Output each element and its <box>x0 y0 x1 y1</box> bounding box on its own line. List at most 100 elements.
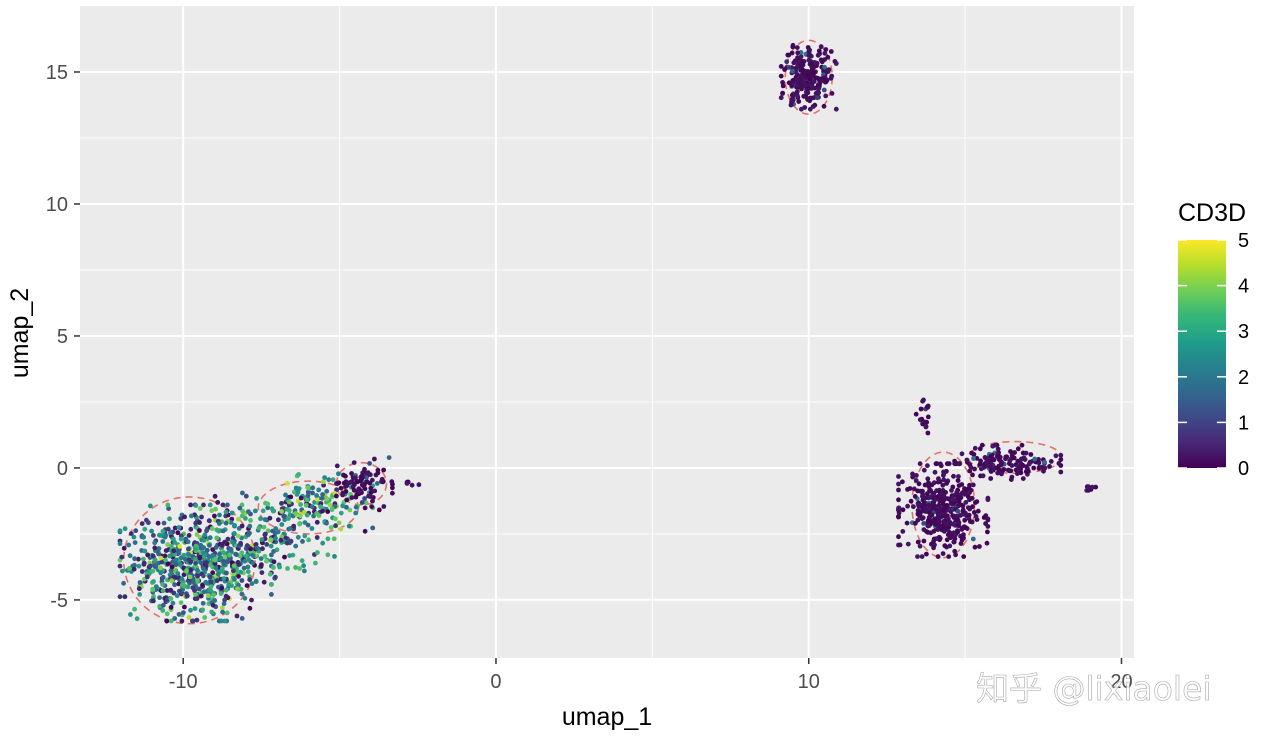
data-point <box>944 481 949 486</box>
data-point <box>960 503 966 509</box>
data-point <box>918 406 924 412</box>
data-point <box>199 514 204 520</box>
data-point <box>228 520 234 525</box>
data-point <box>369 477 375 483</box>
data-point <box>921 521 927 526</box>
data-point <box>923 495 929 500</box>
data-point <box>275 529 281 535</box>
data-point <box>165 502 171 508</box>
grid-lines <box>80 6 1134 658</box>
data-point <box>232 531 237 536</box>
data-point <box>217 512 222 518</box>
data-point <box>340 492 345 498</box>
data-point <box>212 557 218 562</box>
data-point <box>199 560 204 566</box>
data-point <box>205 593 211 598</box>
data-point <box>325 509 331 514</box>
data-point <box>931 545 936 551</box>
data-point <box>175 530 181 536</box>
data-point <box>122 594 128 600</box>
data-point <box>156 546 162 551</box>
data-point <box>210 602 216 608</box>
data-point <box>220 605 225 611</box>
data-point <box>381 504 387 509</box>
data-point <box>815 89 820 95</box>
data-point <box>209 508 215 513</box>
data-point <box>959 451 965 457</box>
data-point <box>201 589 207 595</box>
data-point <box>896 487 901 493</box>
data-point <box>197 555 203 561</box>
data-point <box>148 503 153 509</box>
data-point <box>940 482 946 488</box>
data-point <box>1022 457 1028 462</box>
data-point <box>304 512 310 518</box>
data-point <box>332 554 337 559</box>
data-point <box>156 550 161 556</box>
data-point <box>302 533 308 539</box>
data-point <box>1011 455 1017 461</box>
data-point <box>179 582 185 588</box>
data-point <box>332 516 338 522</box>
data-point <box>374 481 380 486</box>
data-point <box>981 515 987 520</box>
data-point <box>1015 458 1021 464</box>
data-point <box>206 518 212 524</box>
data-point <box>162 534 168 540</box>
data-point <box>131 566 137 572</box>
data-point <box>234 613 240 619</box>
data-point <box>363 500 369 506</box>
data-point <box>194 617 200 623</box>
data-point <box>128 531 134 536</box>
data-point <box>161 520 167 526</box>
data-point <box>833 106 839 112</box>
data-point <box>988 453 994 459</box>
data-point <box>142 540 148 546</box>
data-point <box>922 482 928 488</box>
data-point <box>262 553 268 559</box>
data-point <box>927 494 932 500</box>
data-point <box>941 507 946 513</box>
y-axis-title: umap_2 <box>6 288 34 378</box>
data-point <box>345 480 351 486</box>
x-axis-title: umap_1 <box>562 703 652 731</box>
data-point <box>1001 467 1007 472</box>
data-point <box>141 534 147 540</box>
data-point <box>1056 461 1062 466</box>
data-point <box>971 456 976 461</box>
data-point <box>207 535 213 541</box>
data-point <box>144 517 149 523</box>
data-point <box>162 553 168 559</box>
data-point <box>1042 459 1047 465</box>
data-point <box>925 463 930 469</box>
data-point <box>221 550 227 555</box>
data-point <box>172 525 178 531</box>
data-point <box>256 525 262 531</box>
data-point <box>223 509 229 515</box>
data-point <box>168 568 174 573</box>
data-point <box>920 488 925 494</box>
data-point <box>778 64 784 69</box>
data-point <box>1015 446 1021 452</box>
data-point <box>223 593 229 599</box>
data-point <box>259 570 265 575</box>
legend: CD3D 0 1 2 3 4 5 <box>1178 199 1249 480</box>
data-point <box>946 554 952 559</box>
data-point <box>186 546 191 552</box>
data-point <box>301 563 306 569</box>
data-point <box>938 463 944 469</box>
data-point <box>232 523 238 528</box>
data-point <box>800 83 806 89</box>
data-point <box>924 491 930 496</box>
data-point <box>314 493 319 498</box>
data-point <box>276 517 281 523</box>
data-point <box>254 496 259 501</box>
data-point <box>995 470 1001 476</box>
data-point <box>349 471 354 476</box>
data-point <box>988 460 993 465</box>
data-point <box>229 510 235 516</box>
data-point <box>369 504 375 509</box>
data-point <box>242 558 248 564</box>
data-point <box>267 571 273 577</box>
